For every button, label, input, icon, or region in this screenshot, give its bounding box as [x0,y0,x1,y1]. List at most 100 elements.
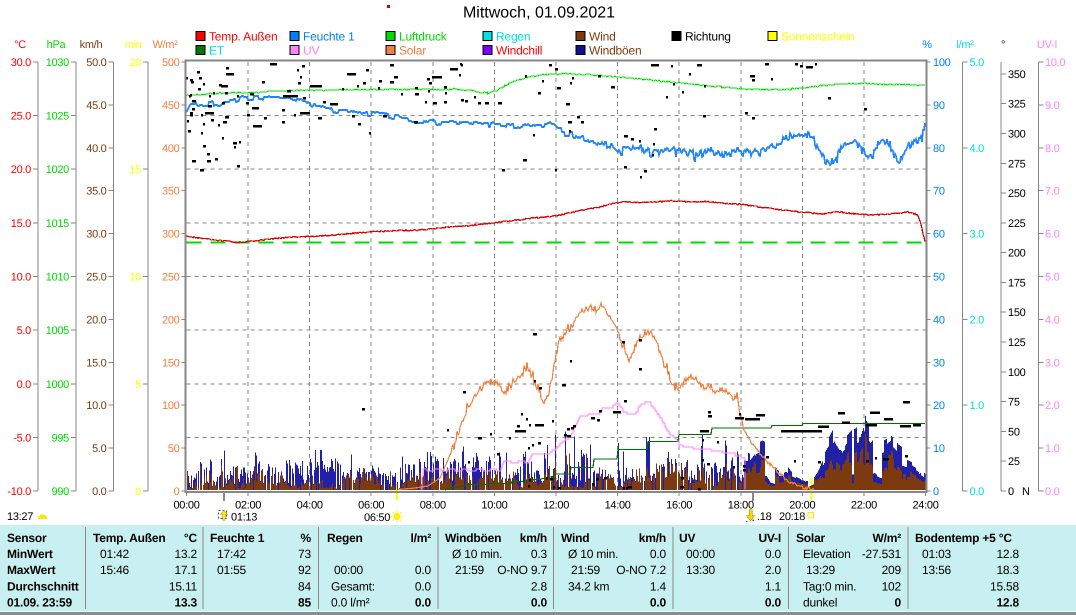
svg-text:4.0: 4.0 [1045,314,1060,326]
svg-text:04:00: 04:00 [297,500,323,512]
svg-text:1005: 1005 [46,325,69,337]
svg-text:-27.531: -27.531 [862,547,902,561]
svg-text:%: % [922,39,932,51]
svg-text:12.8: 12.8 [996,596,1019,610]
svg-text:995: 995 [52,432,70,444]
svg-text:0.0 l/m²: 0.0 l/m² [331,596,370,610]
svg-text:UV: UV [679,531,695,545]
svg-text:0.0: 0.0 [415,563,432,577]
svg-text:0.3: 0.3 [531,547,548,561]
svg-text:75: 75 [1008,397,1020,409]
svg-text:00:00: 00:00 [686,547,716,561]
svg-text:25.0: 25.0 [86,272,106,284]
svg-text:350: 350 [162,186,180,198]
svg-text:08:00: 08:00 [420,500,446,512]
svg-text:10.0: 10.0 [11,272,31,284]
svg-text:5.0: 5.0 [17,325,32,337]
svg-text:06:00: 06:00 [358,500,384,512]
svg-text:.18: .18 [757,511,772,523]
svg-text:Ø 10 min.: Ø 10 min. [568,547,618,561]
svg-text:km/h: km/h [639,531,666,545]
svg-text:0: 0 [174,486,180,498]
svg-text:2.0: 2.0 [765,563,782,577]
svg-text:km/h: km/h [520,531,547,545]
svg-text:Gesamt:: Gesamt: [331,580,375,594]
svg-text:100: 100 [933,57,951,69]
svg-text:2.0: 2.0 [970,314,985,326]
svg-text:250: 250 [162,272,180,284]
svg-text:13:30: 13:30 [686,563,716,577]
svg-text:150: 150 [1008,307,1026,319]
svg-text:0.0: 0.0 [531,596,548,610]
svg-text:1.4: 1.4 [650,580,667,594]
svg-text:15.0: 15.0 [86,357,106,369]
svg-text:1025: 1025 [46,111,69,123]
svg-text:Wind: Wind [561,531,589,545]
svg-text:21:59: 21:59 [571,563,601,577]
svg-text:209: 209 [882,563,902,577]
svg-text:50: 50 [168,443,180,455]
svg-text:175: 175 [1008,278,1026,290]
svg-text:10: 10 [933,443,945,455]
svg-text:0.0: 0.0 [765,547,782,561]
svg-text:Wind: Wind [589,30,616,44]
svg-text:02:00: 02:00 [235,500,261,512]
svg-text:Feuchte 1: Feuchte 1 [210,531,265,545]
svg-text:250: 250 [1008,188,1026,200]
svg-text:0: 0 [1008,486,1014,498]
svg-text:3.0: 3.0 [1045,357,1060,369]
svg-text:06:50: 06:50 [364,512,390,524]
svg-text:Windböen: Windböen [589,44,641,58]
svg-text:40: 40 [933,314,945,326]
svg-text:-5.0: -5.0 [13,432,31,444]
svg-text:Mittwoch, 01.09.2021: Mittwoch, 01.09.2021 [463,5,615,22]
svg-text:Sonnenschein: Sonnenschein [781,30,855,44]
svg-text:4.0: 4.0 [970,143,985,155]
svg-text:20.0: 20.0 [11,164,31,176]
svg-text:24:00: 24:00 [912,500,938,512]
svg-text:400: 400 [162,143,180,155]
svg-text:10: 10 [129,272,141,284]
svg-text:0: 0 [895,596,902,610]
svg-text:01:55: 01:55 [217,563,247,577]
svg-text:O-NO 7.2: O-NO 7.2 [616,563,666,577]
svg-text:300: 300 [1008,129,1026,141]
svg-text:450: 450 [162,100,180,112]
svg-text:00:00: 00:00 [334,563,364,577]
svg-text:84: 84 [298,580,311,594]
svg-text:92: 92 [298,563,311,577]
svg-text:13:29: 13:29 [806,563,836,577]
svg-text:100: 100 [1008,367,1026,379]
svg-text:0.0: 0.0 [415,596,432,610]
svg-text:90: 90 [933,100,945,112]
svg-text:18.3: 18.3 [996,563,1019,577]
svg-text:200: 200 [162,314,180,326]
svg-text:15.58: 15.58 [990,580,1020,594]
svg-text:30.0: 30.0 [86,229,106,241]
svg-text:10.0: 10.0 [1045,57,1065,69]
svg-text:1020: 1020 [46,164,69,176]
svg-text:°C: °C [184,531,198,545]
svg-text:0.0: 0.0 [650,596,667,610]
svg-text:km/h: km/h [80,39,103,51]
svg-text:200: 200 [1008,248,1026,260]
svg-text:Windchill: Windchill [496,44,542,58]
svg-text:14:00: 14:00 [605,500,631,512]
svg-text:Luftdruck: Luftdruck [399,30,448,44]
svg-text:l/m²: l/m² [410,531,431,545]
svg-text:01:13: 01:13 [231,512,257,524]
svg-text:Feuchte 1: Feuchte 1 [303,30,355,44]
svg-text:50: 50 [933,272,945,284]
svg-text:Temp. Außen: Temp. Außen [93,531,165,545]
svg-text:12.8: 12.8 [996,547,1019,561]
svg-text:13:56: 13:56 [922,563,952,577]
svg-text:1015: 1015 [46,218,69,230]
svg-text:21:59: 21:59 [455,563,485,577]
svg-text:1.0: 1.0 [1045,443,1060,455]
svg-text:Windböen: Windböen [445,531,501,545]
svg-text:100: 100 [162,400,180,412]
svg-text:MaxWert: MaxWert [7,563,56,577]
svg-text:0.0: 0.0 [17,379,32,391]
svg-text:Ø 10 min.: Ø 10 min. [452,547,502,561]
svg-text:°C: °C [14,39,26,51]
